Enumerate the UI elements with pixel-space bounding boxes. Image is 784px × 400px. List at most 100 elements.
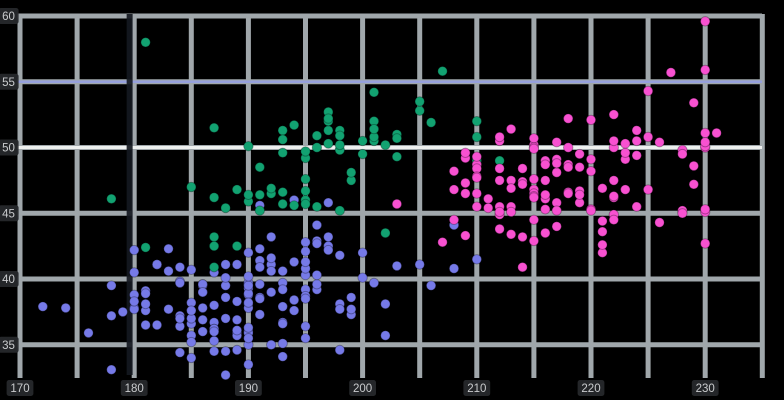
data-point[interactable] xyxy=(311,201,323,212)
data-point[interactable] xyxy=(677,208,688,219)
data-point[interactable] xyxy=(471,254,482,265)
data-point[interactable] xyxy=(437,237,448,248)
data-point[interactable] xyxy=(300,237,311,248)
data-point[interactable] xyxy=(83,327,94,339)
data-point[interactable] xyxy=(197,302,208,314)
data-point[interactable] xyxy=(163,304,174,315)
data-point[interactable] xyxy=(483,193,494,205)
data-point[interactable] xyxy=(700,137,711,148)
data-point[interactable] xyxy=(208,262,220,273)
data-point[interactable] xyxy=(208,192,220,203)
data-point[interactable] xyxy=(517,231,528,243)
data-point[interactable] xyxy=(505,229,517,240)
data-point[interactable] xyxy=(231,259,243,270)
data-point[interactable] xyxy=(277,318,288,329)
data-point[interactable] xyxy=(688,179,699,190)
data-point[interactable] xyxy=(220,369,231,381)
data-point[interactable] xyxy=(254,262,265,273)
data-point[interactable] xyxy=(460,177,471,189)
data-point[interactable] xyxy=(517,262,528,273)
data-point[interactable] xyxy=(106,280,117,291)
data-point[interactable] xyxy=(140,242,151,253)
data-point[interactable] xyxy=(277,265,288,277)
data-point[interactable] xyxy=(311,279,323,290)
data-point[interactable] xyxy=(334,130,345,141)
data-point[interactable] xyxy=(642,85,654,97)
data-point[interactable] xyxy=(597,183,608,194)
data-point[interactable] xyxy=(380,139,391,151)
data-point[interactable] xyxy=(460,147,471,159)
data-point[interactable] xyxy=(368,277,380,289)
data-point[interactable] xyxy=(254,205,265,216)
data-point[interactable] xyxy=(528,235,540,247)
data-point[interactable] xyxy=(186,352,197,364)
data-point[interactable] xyxy=(563,162,574,173)
data-point[interactable] xyxy=(528,192,540,203)
data-point[interactable] xyxy=(220,259,231,270)
data-point[interactable] xyxy=(334,304,345,315)
data-point[interactable] xyxy=(700,238,711,249)
data-point[interactable] xyxy=(186,305,197,316)
data-point[interactable] xyxy=(231,240,243,252)
data-point[interactable] xyxy=(311,238,323,249)
data-point[interactable] xyxy=(288,294,300,306)
data-point[interactable] xyxy=(471,201,482,212)
data-point[interactable] xyxy=(197,287,208,298)
data-point[interactable] xyxy=(300,185,311,197)
data-point[interactable] xyxy=(528,173,540,185)
data-point[interactable] xyxy=(391,151,403,162)
data-point[interactable] xyxy=(163,243,174,255)
data-point[interactable] xyxy=(140,37,151,48)
data-point[interactable] xyxy=(483,202,494,214)
data-point[interactable] xyxy=(231,296,243,307)
data-point[interactable] xyxy=(505,183,517,194)
data-point[interactable] xyxy=(563,142,574,153)
data-point[interactable] xyxy=(277,301,288,312)
data-point[interactable] xyxy=(574,162,585,173)
data-point[interactable] xyxy=(288,256,300,268)
data-point[interactable] xyxy=(448,166,460,177)
data-point[interactable] xyxy=(563,188,574,199)
data-point[interactable] xyxy=(277,338,288,349)
data-point[interactable] xyxy=(357,135,368,147)
data-point[interactable] xyxy=(174,347,186,358)
data-point[interactable] xyxy=(300,321,311,332)
data-point[interactable] xyxy=(540,227,551,239)
data-point[interactable] xyxy=(186,264,197,275)
data-point[interactable] xyxy=(551,205,562,216)
data-point[interactable] xyxy=(540,175,551,186)
data-point[interactable] xyxy=(243,359,254,370)
data-point[interactable] xyxy=(346,292,357,303)
data-point[interactable] xyxy=(311,142,323,153)
data-point[interactable] xyxy=(208,326,220,337)
data-point[interactable] xyxy=(254,293,265,304)
data-point[interactable] xyxy=(311,130,323,141)
data-point[interactable] xyxy=(631,201,642,212)
data-point[interactable] xyxy=(266,183,277,194)
data-point[interactable] xyxy=(380,330,391,341)
data-point[interactable] xyxy=(585,166,597,177)
data-point[interactable] xyxy=(208,346,220,357)
data-point[interactable] xyxy=(231,184,243,195)
data-point[interactable] xyxy=(665,67,677,78)
data-point[interactable] xyxy=(220,202,231,214)
data-point[interactable] xyxy=(631,150,642,161)
data-point[interactable] xyxy=(129,267,140,278)
data-point[interactable] xyxy=(243,271,254,282)
data-point[interactable] xyxy=(254,189,265,201)
data-point[interactable] xyxy=(243,189,254,201)
data-point[interactable] xyxy=(391,260,403,272)
data-point[interactable] xyxy=(471,151,482,162)
data-point[interactable] xyxy=(288,305,300,316)
data-point[interactable] xyxy=(129,296,140,307)
data-point[interactable] xyxy=(540,189,551,201)
data-point[interactable] xyxy=(266,265,277,277)
data-point[interactable] xyxy=(231,325,243,336)
data-point[interactable] xyxy=(106,310,117,321)
data-point[interactable] xyxy=(505,123,517,135)
data-point[interactable] xyxy=(220,272,231,283)
data-point[interactable] xyxy=(620,184,631,195)
data-point[interactable] xyxy=(585,205,597,216)
data-point[interactable] xyxy=(471,116,482,127)
data-point[interactable] xyxy=(528,143,540,155)
